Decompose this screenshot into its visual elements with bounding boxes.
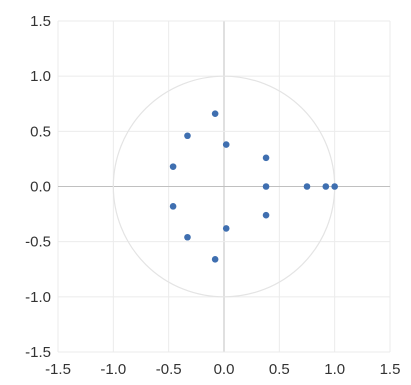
x-tick-label: -1.0 bbox=[100, 361, 126, 378]
y-tick-label: -0.5 bbox=[25, 234, 51, 251]
data-points-layer bbox=[169, 110, 338, 263]
data-point bbox=[211, 110, 219, 117]
data-point bbox=[184, 132, 191, 140]
x-tick-label: 0.5 bbox=[269, 361, 290, 378]
x-tick-label: 0.0 bbox=[214, 361, 235, 378]
data-point bbox=[169, 163, 177, 170]
data-point bbox=[331, 183, 338, 190]
x-tick-label: 1.5 bbox=[380, 361, 401, 378]
data-point bbox=[262, 183, 270, 190]
data-point bbox=[322, 183, 330, 190]
y-tick-label: 0.5 bbox=[30, 123, 51, 140]
data-point bbox=[262, 211, 270, 219]
data-point bbox=[184, 233, 191, 241]
data-point bbox=[169, 203, 177, 210]
tick-labels-layer: -1.5 -1.0 -0.5 0.0 0.5 1.0 1.5 1.5 1.0 0.5 0.0 -0.5… bbox=[25, 13, 400, 378]
data-point bbox=[303, 183, 311, 190]
x-tick-label: 1.0 bbox=[324, 361, 345, 378]
data-point bbox=[262, 154, 270, 162]
y-tick-label: -1.5 bbox=[25, 344, 51, 361]
data-point bbox=[211, 256, 219, 263]
y-tick-label: -1.0 bbox=[25, 289, 51, 306]
y-tick-label: 1.0 bbox=[30, 68, 51, 85]
data-point bbox=[222, 141, 230, 148]
y-tick-label: 1.5 bbox=[30, 13, 51, 30]
x-tick-label: -1.5 bbox=[45, 361, 71, 378]
data-point bbox=[222, 225, 230, 232]
grid-layer bbox=[57, 20, 391, 353]
x-tick-label: -0.5 bbox=[156, 361, 182, 378]
y-tick-label: 0.0 bbox=[30, 179, 51, 196]
